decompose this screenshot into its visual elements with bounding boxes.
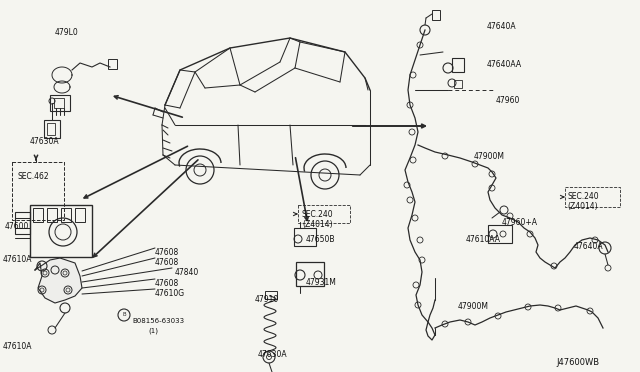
Text: B: B bbox=[122, 312, 126, 317]
Text: SEC.240: SEC.240 bbox=[302, 210, 333, 219]
Bar bbox=[47, 208, 57, 222]
Text: 47640A: 47640A bbox=[574, 242, 604, 251]
Bar bbox=[50, 95, 70, 111]
Bar bbox=[75, 208, 85, 222]
Bar bbox=[44, 120, 60, 138]
Text: 47608: 47608 bbox=[155, 279, 179, 288]
Bar bbox=[488, 225, 512, 243]
Bar bbox=[298, 205, 350, 223]
Bar bbox=[296, 262, 324, 286]
Bar bbox=[294, 228, 316, 246]
Bar bbox=[33, 208, 43, 222]
Text: 47650B: 47650B bbox=[306, 235, 335, 244]
Text: J47600WB: J47600WB bbox=[556, 358, 599, 367]
Text: 47960: 47960 bbox=[496, 96, 520, 105]
Bar bbox=[61, 208, 71, 222]
Text: 47900M: 47900M bbox=[458, 302, 489, 311]
Bar bbox=[12, 162, 64, 220]
Text: 47640AA: 47640AA bbox=[487, 60, 522, 69]
Text: B08156-63033: B08156-63033 bbox=[132, 318, 184, 324]
Bar bbox=[54, 98, 64, 108]
Text: SEC.240: SEC.240 bbox=[567, 192, 598, 201]
Bar bbox=[47, 123, 55, 135]
Bar bbox=[265, 291, 277, 299]
Text: SEC.462: SEC.462 bbox=[18, 172, 50, 181]
Text: (1): (1) bbox=[148, 328, 158, 334]
Text: 47610A: 47610A bbox=[3, 342, 33, 351]
Text: 479L0: 479L0 bbox=[55, 28, 79, 37]
Bar bbox=[108, 59, 117, 69]
Text: 47610AA: 47610AA bbox=[466, 235, 501, 244]
Text: 47608: 47608 bbox=[155, 248, 179, 257]
Text: 47640A: 47640A bbox=[487, 22, 516, 31]
Bar bbox=[432, 10, 440, 20]
Text: 47910: 47910 bbox=[255, 295, 279, 304]
Polygon shape bbox=[35, 258, 82, 303]
Bar bbox=[565, 187, 620, 207]
Text: (Z4014): (Z4014) bbox=[567, 202, 598, 211]
Text: 47608: 47608 bbox=[155, 258, 179, 267]
Bar bbox=[452, 58, 464, 72]
Text: 47610A: 47610A bbox=[3, 255, 33, 264]
Bar bbox=[30, 205, 92, 257]
Text: 47900M: 47900M bbox=[474, 152, 505, 161]
Text: 47630A: 47630A bbox=[30, 137, 60, 146]
Bar bbox=[15, 212, 30, 234]
Text: 47931M: 47931M bbox=[306, 278, 337, 287]
Text: (Z4014): (Z4014) bbox=[302, 220, 333, 229]
Bar bbox=[454, 80, 462, 88]
Text: 47840: 47840 bbox=[175, 268, 199, 277]
Text: 47610G: 47610G bbox=[155, 289, 185, 298]
Text: 47960+A: 47960+A bbox=[502, 218, 538, 227]
Text: 47630A: 47630A bbox=[258, 350, 287, 359]
Text: 47600: 47600 bbox=[5, 222, 29, 231]
